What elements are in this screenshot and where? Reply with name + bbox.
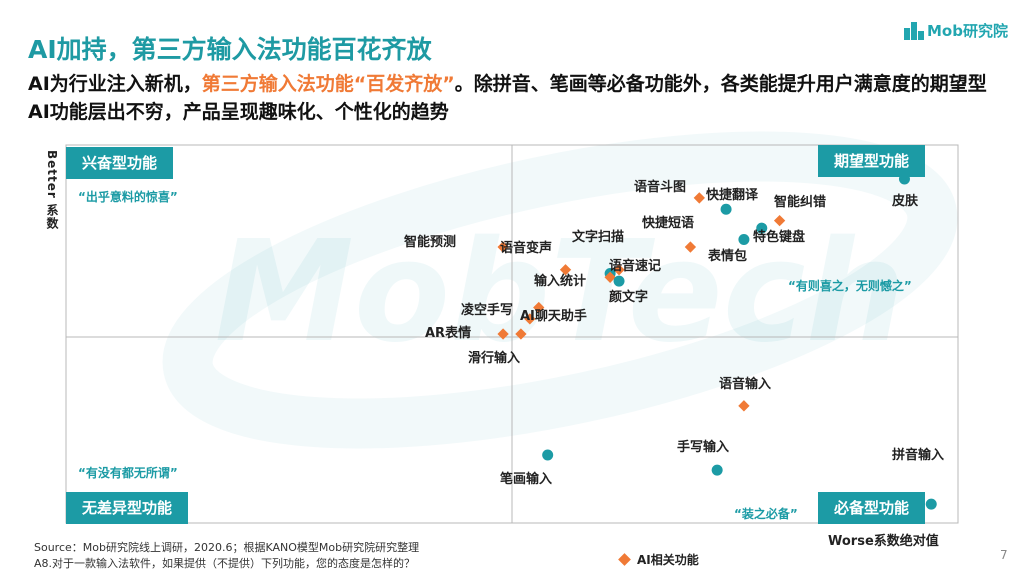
survey-question-text: A8.对于一款输入法软件，如果提供（不提供）下列功能，您的态度是怎样的？ [34,557,416,570]
point-label-skin: 皮肤 [892,194,919,209]
subtitle-highlight: 第三方输入法功能“百发齐放” [201,73,455,95]
logo-text: Mob研究院 [927,22,1008,40]
point-label-pinyin-input: 拼音输入 [892,448,945,463]
quadrant-label-performance: 期望型功能 [818,145,926,177]
point-label-air-writing: 凌空手写 [461,303,514,318]
point-label-handwriting-input: 手写输入 [677,440,730,455]
quote-must-be: “装之必备” [734,507,798,521]
point-label-input-stats: 输入统计 [534,274,587,289]
point-label-stroke-input: 笔画输入 [500,472,553,487]
point-label-special-keyboard: 特色键盘 [753,230,806,245]
point-label-smart-prediction: 智能预测 [404,235,457,250]
quadrant-label-indifferent: 无差异型功能 [66,492,189,524]
point-label-voice-changer: 语音变声 [500,241,553,256]
chart-legend: AI相关功能 [618,551,699,568]
watermark: MobTech [162,131,958,449]
point-9-ai-diamond [613,264,625,276]
y-axis-label: Better 系数 [45,150,59,230]
diamond-icon [618,553,631,566]
point-18-dot [711,464,723,476]
point-label-ai-chat-assistant: AI聊天助手 [520,309,587,324]
point-14-ai-diamond [524,313,536,325]
mob-logo: Mob研究院 [904,20,1008,41]
point-label-voice-notes: 语音速记 [609,259,662,274]
point-3-ai-diamond [773,214,786,227]
building-logo-icon [904,21,924,40]
point-8-ai-diamond [559,264,572,276]
point-20-dot [925,498,937,510]
point-7-ai-diamond [497,241,509,253]
quote-indifferent: “有没有都无所谓” [78,466,178,480]
quote-performance: “有则喜之，无则憾之” [788,279,912,293]
point-5-ai-diamond [684,241,697,253]
point-19-dot [542,449,554,461]
quadrant-label-must-be: 必备型功能 [818,492,926,524]
point-15-ai-diamond [497,328,509,340]
source-text: Source：Mob研究院线上调研，2020.6；根据KANO模型Mob研究院研… [34,541,420,554]
point-13-ai-diamond [533,301,545,314]
point-label-swipe-input: 滑行输入 [468,351,521,366]
subtitle-part2: 。除拼音、笔画等必备功能外，各类能提升用户满意度的期望型AI功能层出不穷，产品呈… [28,73,987,123]
point-label-ar-emoji: AR表情 [425,326,472,341]
point-1-ai-diamond [693,192,705,204]
point-2-dot [720,203,732,215]
point-11-ai-diamond [604,271,616,283]
quote-excitement: “出乎意料的惊喜” [78,190,178,204]
subtitle-part1: AI为行业注入新机， [28,73,202,95]
point-label-kaomoji: 颜文字 [609,290,649,305]
page-subtitle: AI为行业注入新机，第三方输入法功能“百发齐放”。除拼音、笔画等必备功能外，各类… [28,70,998,126]
point-label-quick-translate: 快捷翻译 [706,188,759,203]
page-number: 7 [1000,548,1008,562]
point-16-ai-diamond [515,328,527,340]
point-6-dot [738,234,750,245]
source-note: Source：Mob研究院线上调研，2020.6；根据KANO模型Mob研究院研… [34,540,419,572]
point-label-smart-correction: 智能纠错 [774,195,827,210]
point-label-text-scan: 文字扫描 [572,230,625,245]
point-12-dot [613,275,625,287]
page-title: AI加持，第三方输入法功能百花齐放 [28,35,432,64]
point-label-quick-phrase: 快捷短语 [642,216,695,231]
point-label-voice-input: 语音输入 [719,377,772,392]
legend-label-ai: AI相关功能 [637,553,699,567]
point-label-emoji-pack: 表情包 [708,249,748,264]
quadrant-label-excitement: 兴奋型功能 [66,147,174,179]
point-4-dot [756,222,768,234]
point-label-voice-sticker: 语音斗图 [634,180,687,195]
x-axis-label: Worse系数绝对值 [828,534,939,549]
watermark-text: MobTech [215,211,906,374]
point-17-ai-diamond [738,400,750,412]
